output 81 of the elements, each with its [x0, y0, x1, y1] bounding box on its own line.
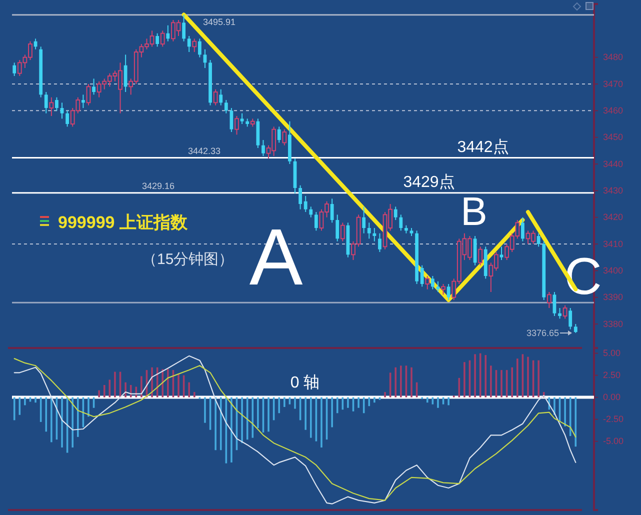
y-tick-label: -5.00: [603, 436, 624, 446]
candlestick: [86, 84, 91, 106]
candlestick: [81, 94, 85, 108]
y-tick-label: 3380: [603, 318, 624, 329]
ref-line-label: 3495.91: [203, 16, 236, 27]
y-tick-label: 3480: [603, 52, 624, 62]
y-tick-label: 3400: [603, 266, 624, 276]
y-tick-label: 3440: [603, 158, 624, 169]
candlestick: [160, 30, 165, 48]
candlestick: [394, 206, 398, 220]
candlestick: [60, 102, 64, 120]
candlestick: [187, 36, 191, 52]
candlestick: [66, 110, 70, 128]
ref-line-label: 3442.33: [188, 146, 221, 156]
candlestick: [192, 38, 197, 52]
candlestick: [262, 140, 265, 156]
y-tick-label: 5.00: [603, 348, 621, 358]
candlestick: [12, 62, 16, 76]
annotation: 999999 上证指数: [58, 213, 188, 232]
candlestick: [282, 128, 287, 146]
annotation: 3376.65: [526, 328, 559, 338]
candlestick: [558, 308, 562, 320]
annotation: （15分钟图）: [142, 251, 234, 268]
candlestick: [182, 14, 186, 42]
candlestick: [330, 198, 334, 224]
candlestick: [500, 246, 504, 260]
candlestick: [536, 232, 540, 248]
candlestick: [314, 212, 318, 232]
candlestick: [219, 88, 223, 106]
candlestick: [378, 232, 382, 252]
candlestick: [399, 214, 403, 232]
annotation: 3442点: [457, 138, 509, 156]
y-tick-label: 2.50: [603, 370, 621, 380]
candlestick: [478, 246, 483, 266]
y-tick-label: 3450: [603, 132, 624, 142]
annotation: B: [460, 190, 488, 234]
candlestick: [198, 38, 202, 58]
candlestick: [446, 284, 450, 300]
candlestick: [55, 96, 58, 112]
candlestick: [304, 196, 308, 212]
candlestick: [309, 206, 313, 218]
candlestick: [213, 88, 218, 106]
candlestick: [562, 304, 568, 320]
candlestick: [240, 112, 244, 124]
candlestick: [552, 292, 556, 316]
y-tick-label: 3390: [603, 292, 624, 302]
candlestick: [156, 32, 160, 48]
y-tick-label: -2.50: [603, 414, 624, 424]
candlestick: [372, 228, 376, 242]
y-tick-label: 3430: [603, 186, 624, 196]
y-tick-label: 3420: [603, 212, 624, 222]
y-tick-label: 3410: [603, 238, 624, 249]
candlestick: [441, 284, 446, 296]
candlestick: [234, 116, 239, 136]
candlestick: [298, 184, 302, 210]
candlestick: [436, 280, 440, 292]
candlestick: [92, 78, 96, 96]
candlestick: [336, 214, 340, 242]
y-tick-label: 3460: [603, 106, 624, 116]
candlestick: [224, 100, 228, 114]
y-tick-label: 0.00: [603, 392, 621, 402]
candlestick: [340, 222, 345, 242]
candlestick: [166, 24, 170, 42]
ref-line-label: 0 轴: [290, 373, 320, 392]
candlestick: [425, 276, 430, 290]
candlestick: [546, 292, 552, 308]
candlestick: [420, 264, 424, 288]
candlestick: [124, 54, 128, 92]
candlestick: [44, 92, 48, 114]
annotation: A: [249, 212, 304, 302]
candlestick: [520, 216, 524, 242]
candlestick: [230, 108, 234, 132]
candlestick: [362, 206, 366, 234]
candlestick: [568, 308, 572, 330]
candlestick: [430, 276, 434, 290]
annotation: 3429点: [403, 172, 455, 191]
candlestick: [49, 96, 54, 116]
candlestick: [277, 126, 281, 144]
candlestick: [367, 222, 371, 240]
ref-line-label: 3429.16: [142, 180, 175, 191]
y-tick-label: 3470: [603, 78, 624, 89]
